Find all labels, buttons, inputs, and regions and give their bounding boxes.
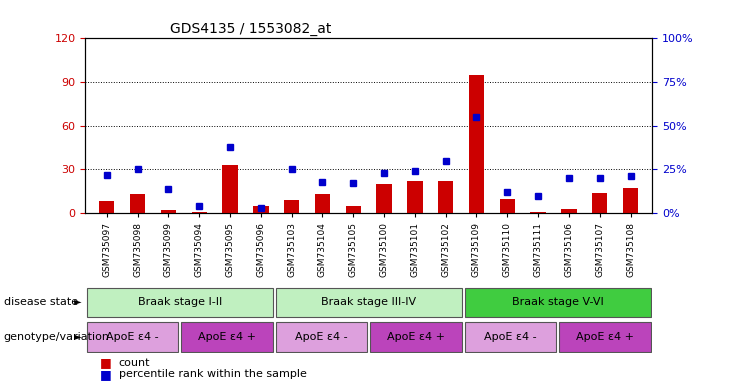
Bar (407, 181, 422, 213)
Bar (531, 212, 546, 213)
Text: count: count (119, 358, 150, 368)
Bar (99, 202, 114, 213)
Bar (284, 200, 299, 213)
Text: ■: ■ (100, 368, 116, 381)
Text: disease state: disease state (4, 297, 78, 308)
Bar (191, 212, 207, 213)
Text: genotype/variation: genotype/variation (4, 332, 110, 342)
Bar (499, 199, 515, 213)
Bar (222, 165, 238, 213)
Bar (253, 206, 268, 213)
Bar (465, 288, 651, 317)
Bar (592, 193, 608, 213)
Text: ApoE ε4 +: ApoE ε4 + (198, 332, 256, 342)
Text: ApoE ε4 -: ApoE ε4 - (295, 332, 348, 342)
Text: ApoE ε4 +: ApoE ε4 + (387, 332, 445, 342)
Text: ■: ■ (100, 356, 116, 369)
Text: GDS4135 / 1553082_at: GDS4135 / 1553082_at (170, 22, 332, 36)
Text: ApoE ε4 +: ApoE ε4 + (576, 332, 634, 342)
Text: percentile rank within the sample: percentile rank within the sample (119, 369, 307, 379)
Bar (87, 288, 273, 317)
Bar (623, 189, 638, 213)
Bar (376, 184, 392, 213)
Bar (276, 322, 367, 352)
Text: Braak stage I-II: Braak stage I-II (138, 297, 222, 308)
Bar (130, 194, 145, 213)
Bar (87, 322, 178, 352)
Text: ApoE ε4 -: ApoE ε4 - (484, 332, 536, 342)
Bar (182, 322, 273, 352)
Text: Braak stage III-IV: Braak stage III-IV (321, 297, 416, 308)
Bar (161, 210, 176, 213)
Bar (276, 288, 462, 317)
Bar (465, 322, 556, 352)
Bar (559, 322, 651, 352)
Bar (315, 194, 330, 213)
Text: ►: ► (71, 332, 82, 342)
Bar (345, 206, 361, 213)
Text: Braak stage V-VI: Braak stage V-VI (512, 297, 603, 308)
Bar (370, 322, 462, 352)
Bar (438, 181, 453, 213)
Text: ►: ► (71, 297, 82, 308)
Text: ApoE ε4 -: ApoE ε4 - (106, 332, 159, 342)
Bar (469, 75, 484, 213)
Bar (561, 209, 576, 213)
